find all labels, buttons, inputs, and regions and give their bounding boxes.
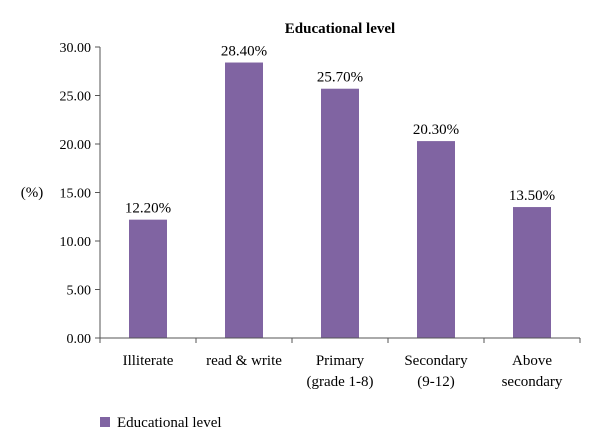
x-tick-label: Illiterate [123,353,174,369]
y-tick-label: 0.00 [67,332,92,347]
bar [321,88,359,339]
y-axis-label: (%) [21,185,44,201]
x-tick-label: Secondary [404,353,468,369]
x-tick-label: secondary [502,374,563,390]
y-tick-label: 20.00 [60,138,92,153]
data-label: 12.20% [125,201,171,217]
x-axis-labels: Illiterate read & write Primary (grade 1-8)… [123,353,563,390]
x-tick-label: Above [512,353,552,369]
x-tick-label: (grade 1-8) [306,374,373,390]
data-label: 25.70% [317,70,363,86]
legend: Educational level [100,415,222,431]
bar [417,141,455,338]
data-label: 28.40% [221,44,267,60]
legend-label: Educational level [117,415,222,431]
bar [225,62,263,339]
y-tick-label: 5.00 [67,284,92,299]
y-tick-label: 30.00 [60,41,92,56]
x-tick-label: (9-12) [417,374,455,390]
y-tick-label: 10.00 [60,235,92,250]
data-labels: 12.20% 28.40% 25.70% 20.30% 13.50% [125,44,555,217]
x-tick-label: read & write [206,353,282,369]
data-label: 20.30% [413,122,459,138]
data-label: 13.50% [509,188,555,204]
legend-swatch [100,417,110,427]
chart-title: Educational level [285,21,395,37]
y-axis-ticks: 0.00 5.00 10.00 15.00 20.00 25.00 30.00 [60,41,581,347]
y-tick-label: 25.00 [60,90,92,105]
x-tick-label: Primary [316,353,365,369]
bar [513,207,551,338]
bar [129,219,167,338]
y-tick-label: 15.00 [60,187,92,202]
bars [129,62,551,339]
